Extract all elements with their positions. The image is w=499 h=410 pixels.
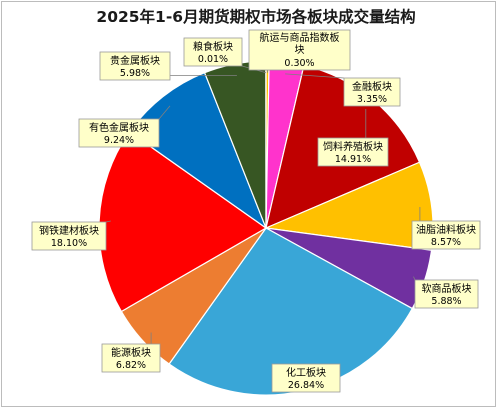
slice-name: 航运与商品指数板 bbox=[260, 31, 340, 44]
label-box bbox=[31, 221, 107, 251]
slice-name: 能源板块 bbox=[111, 346, 151, 359]
slice-value: 9.24% bbox=[104, 135, 134, 146]
leader-line bbox=[158, 105, 171, 120]
label-box bbox=[271, 363, 341, 393]
slice-value: 6.82% bbox=[116, 360, 146, 371]
slice-value: 0.30% bbox=[284, 58, 314, 69]
label-box bbox=[99, 51, 171, 81]
label-box bbox=[101, 343, 161, 373]
slice-name: 金融板块 bbox=[352, 80, 392, 93]
slice-value: 5.88% bbox=[431, 296, 461, 307]
slice-value: 18.10% bbox=[51, 238, 87, 249]
slice-name: 软商品板块 bbox=[422, 282, 472, 295]
slice-name: 贵金属板块 bbox=[110, 54, 160, 67]
slice-name: 化工板块 bbox=[286, 366, 326, 379]
label-box bbox=[414, 279, 479, 309]
label-box bbox=[248, 29, 351, 71]
slice-value: 3.35% bbox=[357, 94, 387, 105]
slice-name-cont: 块 bbox=[295, 44, 305, 56]
slice-value: 26.84% bbox=[288, 380, 324, 391]
label-box bbox=[343, 77, 401, 107]
slice-name: 饲料养殖板块 bbox=[323, 140, 383, 153]
leader-line bbox=[285, 73, 345, 79]
slice-value: 5.98% bbox=[120, 68, 150, 79]
slice-name: 粮食板块 bbox=[193, 40, 233, 53]
slice-value: 14.91% bbox=[335, 154, 371, 165]
chart-title: 2025年1-6月期货期权市场各板块成交量结构 bbox=[96, 7, 415, 26]
slice-name: 钢铁建材板块 bbox=[39, 224, 99, 237]
slice-name: 油脂油料板块 bbox=[416, 223, 476, 236]
label-box bbox=[411, 220, 481, 250]
label-box bbox=[317, 137, 389, 167]
leader-line bbox=[413, 276, 416, 281]
label-box bbox=[183, 37, 243, 67]
slice-value: 8.57% bbox=[431, 237, 461, 248]
leader-line bbox=[105, 220, 111, 223]
slice-name: 有色金属板块 bbox=[89, 121, 149, 134]
slice-value: 0.01% bbox=[198, 54, 228, 65]
label-box bbox=[78, 118, 160, 148]
